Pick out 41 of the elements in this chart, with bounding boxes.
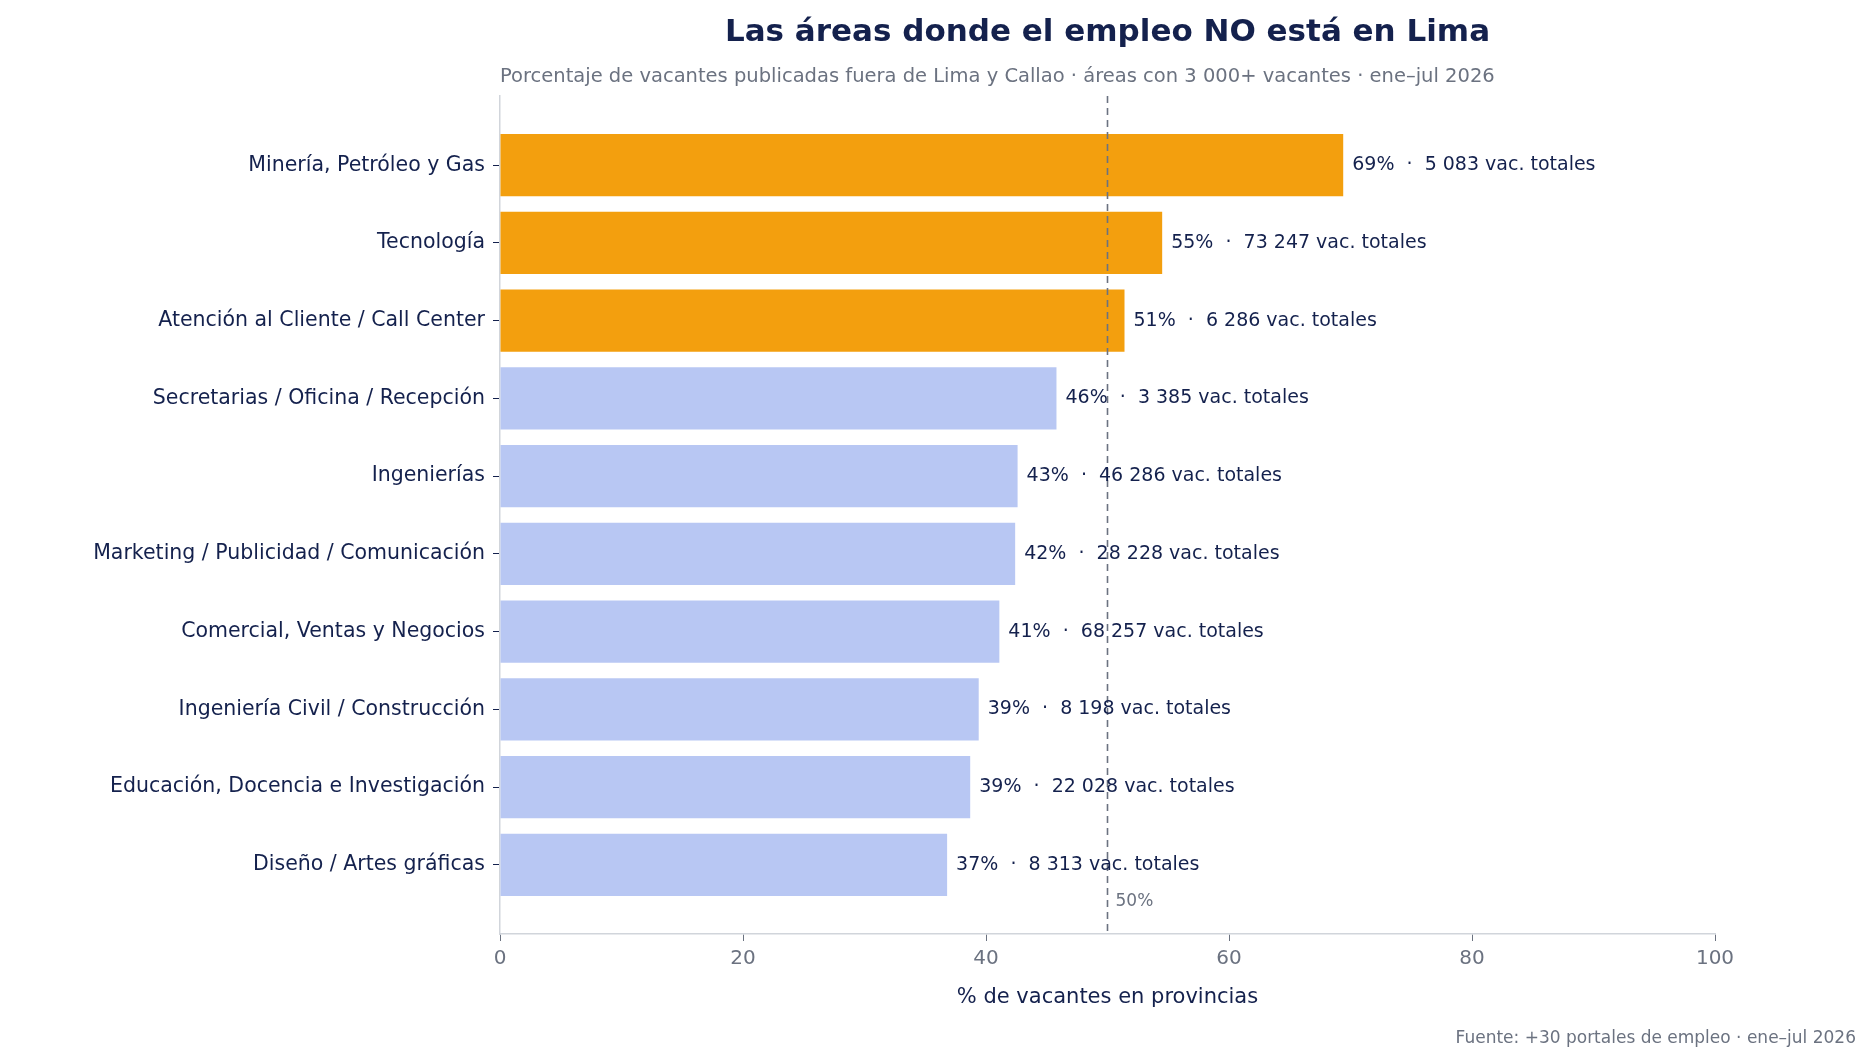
y-tick-label: Diseño / Artes gráficas: [253, 851, 485, 876]
y-tick-label: Tecnología: [376, 229, 485, 254]
data-label: 46% · 3 385 vac. totales: [1065, 385, 1309, 408]
bar: [500, 755, 971, 819]
bar: [500, 600, 1000, 663]
data-label: 55% · 73 247 vac. totales: [1171, 229, 1427, 252]
data-label: 41% · 68 257 vac. totales: [1008, 618, 1264, 641]
y-tick-label: Secretarias / Oficina / Recepción: [152, 384, 485, 409]
y-tick-label: Ingenierías: [371, 462, 485, 487]
data-label: 42% · 28 228 vac. totales: [1024, 540, 1280, 563]
data-label: 39% · 22 028 vac. totales: [979, 774, 1235, 797]
data-label: 39% · 8 198 vac. totales: [987, 696, 1232, 719]
x-tick-label: 20: [730, 945, 756, 970]
chart-subtitle: Porcentaje de vacantes publicadas fuera de Lima y Callao · áreas con 3 000+ vacantes · ene–jul 2026: [500, 64, 1495, 88]
data-label: 69% · 5 083 vac. totales: [1352, 152, 1596, 175]
data-label: 37% · 8 313 vac. totales: [956, 851, 1200, 874]
bar: [500, 833, 948, 896]
x-tick-label: 40: [973, 945, 999, 970]
bar: [500, 678, 979, 741]
y-tick-label: Minería, Petróleo y Gas: [248, 151, 485, 176]
source-note: Fuente: +30 portales de empleo · ene–jul 2026: [1455, 1027, 1856, 1048]
y-tick-label: Ingeniería Civil / Construcción: [178, 695, 485, 720]
x-tick-label: 100: [1695, 945, 1735, 970]
bar: [500, 367, 1057, 430]
y-tick-label: Atención al Cliente / Call Center: [158, 306, 486, 331]
bar: [500, 211, 1163, 275]
x-tick-label: 0: [493, 945, 507, 970]
bar: [500, 445, 1018, 508]
data-label: 43% · 46 286 vac. totales: [1026, 463, 1282, 486]
y-tick-label: Educación, Docencia e Investigación: [110, 773, 485, 798]
chart-title: Las áreas donde el empleo NO está en Lima: [724, 12, 1491, 49]
y-tick-label: Comercial, Ventas y Negocios: [181, 617, 485, 642]
ref-line-label: 50%: [1115, 890, 1154, 911]
y-tick-label: Marketing / Publicidad / Comunicación: [93, 540, 485, 565]
x-axis-title: % de vacantes en provincias: [956, 983, 1259, 1008]
bar: [500, 134, 1344, 197]
data-label: 51% · 6 286 vac. totales: [1133, 307, 1377, 330]
x-tick-label: 60: [1216, 945, 1242, 970]
x-tick-label: 80: [1459, 945, 1485, 970]
bar: [500, 522, 1016, 585]
bar: [500, 289, 1125, 352]
